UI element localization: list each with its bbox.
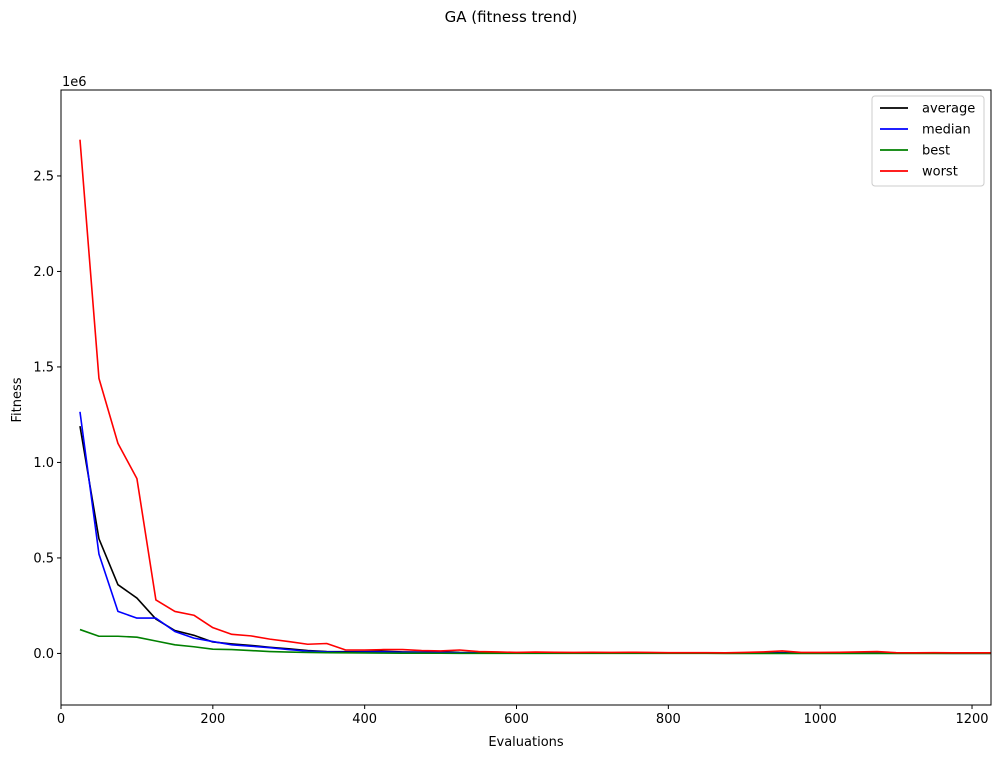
chart-title: GA (fitness trend) [445,8,578,26]
legend-label-average: average [922,102,975,117]
y-tick-label: 2.5 [33,169,54,184]
x-tick-label: 400 [352,712,377,727]
y-axis-ticks: 0.0 0.5 1.0 1.5 2.0 2.5 [33,169,61,662]
x-axis-ticks: 0 200 400 600 800 1000 1200 [57,705,989,727]
y-tick-label: 2.0 [33,265,54,280]
x-tick-label: 0 [57,712,65,727]
legend-label-best: best [922,144,950,159]
x-axis-label: Evaluations [488,735,564,750]
y-offset-label: 1e6 [62,75,87,90]
legend-box [871,95,985,187]
legend-label-worst: worst [922,165,958,180]
x-tick-label: 800 [656,712,681,727]
series-line-worst [79,139,991,654]
x-tick-label: 1000 [804,712,837,727]
y-axis-label: Fitness [10,377,25,422]
x-tick-label: 600 [504,712,529,727]
y-tick-label: 0.5 [33,551,54,566]
x-tick-label: 200 [200,712,225,727]
x-tick-label: 1200 [955,712,988,727]
series-line-best [79,628,991,655]
legend-label-median: median [922,123,971,138]
y-tick-label: 1.5 [33,360,54,375]
y-tick-label: 1.0 [33,456,54,471]
series-lines [79,139,991,655]
series-line-median [79,411,991,655]
y-tick-label: 0.0 [33,647,54,662]
series-line-average [79,426,991,655]
legend: average median best worst [871,95,985,187]
plot-frame [60,89,992,706]
